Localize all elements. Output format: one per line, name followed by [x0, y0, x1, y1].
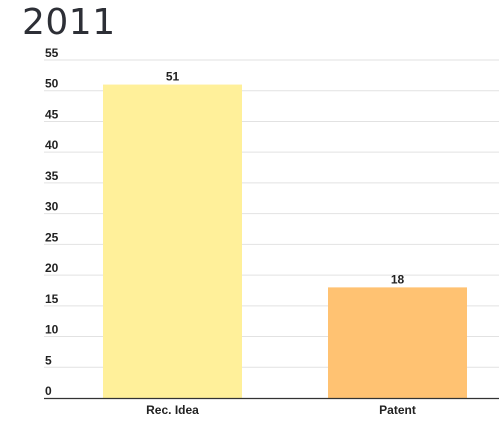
bar [103, 84, 242, 398]
y-tick-label: 15 [45, 292, 59, 306]
bars [103, 84, 467, 398]
y-tick-label: 5 [45, 353, 52, 367]
y-tick-label: 25 [45, 230, 59, 244]
x-category-label: Patent [379, 403, 416, 417]
bar [328, 287, 467, 398]
y-tick-label: 0 [45, 384, 52, 398]
chart-title: 2011 [22, 2, 116, 43]
labels: 0 5 10 15 20 25 30 35 40 45 50 55 51 Rec. Idea 18 Paten… [45, 46, 416, 417]
data-label: 51 [166, 70, 180, 84]
y-tick-label: 40 [45, 138, 59, 152]
y-tick-label: 10 [45, 323, 59, 337]
data-label: 18 [391, 272, 405, 286]
y-tick-label: 55 [45, 46, 59, 60]
y-tick-label: 45 [45, 107, 59, 121]
y-tick-label: 30 [45, 200, 59, 214]
y-tick-label: 20 [45, 261, 59, 275]
y-tick-label: 50 [45, 77, 59, 91]
y-tick-label: 35 [45, 169, 59, 183]
x-category-label: Rec. Idea [146, 403, 199, 417]
